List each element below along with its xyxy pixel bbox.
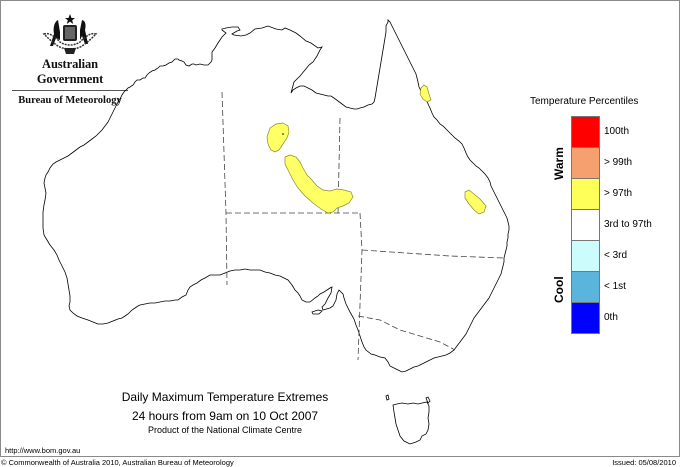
logo-divider bbox=[12, 90, 128, 91]
cool-label: Cool bbox=[552, 276, 566, 303]
legend-label-0th: 0th bbox=[604, 312, 618, 323]
extreme-areas bbox=[266, 84, 487, 215]
legend-swatch-100th bbox=[571, 116, 600, 148]
legend-label-normal: 3rd to 97th bbox=[604, 219, 652, 230]
legend-swatch-3rd bbox=[571, 240, 600, 272]
coat-of-arms-icon bbox=[42, 14, 98, 54]
legend-label-3rd: < 3rd bbox=[604, 250, 628, 261]
map-subtitle-date: 24 hours from 9am on 10 Oct 2007 bbox=[131, 409, 319, 423]
state-borders bbox=[221, 91, 505, 361]
area-qld-central bbox=[464, 189, 487, 215]
legend-swatch-97th bbox=[571, 178, 600, 210]
map-frame bbox=[0, 0, 680, 457]
tasmania-coastline bbox=[392, 401, 430, 445]
kangaroo-island bbox=[311, 309, 323, 315]
map-title: Daily Maximum Temperature Extremes bbox=[121, 390, 329, 404]
issued-date: Issued: 05/08/2010 bbox=[612, 458, 676, 467]
legend-swatch-normal bbox=[571, 209, 600, 241]
mainland-coastline bbox=[42, 19, 510, 373]
area-nt-south bbox=[284, 154, 354, 214]
bom-logo: Australian Government Bureau of Meteorol… bbox=[10, 12, 130, 106]
legend-swatch-0th bbox=[571, 302, 600, 334]
king-island bbox=[385, 394, 390, 401]
bom-url-link[interactable]: http://www.bom.gov.au bbox=[5, 446, 81, 455]
area-qld-north bbox=[419, 84, 432, 103]
bureau-name: Bureau of Meteorology bbox=[18, 95, 122, 106]
legend-label-99th: > 99th bbox=[604, 157, 633, 168]
warm-label: Warm bbox=[552, 147, 566, 180]
legend-swatch-1st bbox=[571, 271, 600, 303]
government-name: Australian Government bbox=[36, 57, 104, 86]
area-nt-north bbox=[266, 122, 290, 153]
legend-swatch-99th bbox=[571, 147, 600, 179]
legend-label-100th: 100th bbox=[604, 126, 630, 137]
flinders-island bbox=[425, 396, 431, 404]
legend-label-97th: > 97th bbox=[604, 188, 633, 199]
legend-title: Temperature Percentiles bbox=[530, 96, 639, 107]
legend-label-1st: < 1st bbox=[604, 281, 626, 292]
copyright-notice: © Commonwealth of Australia 2010, Austra… bbox=[1, 458, 234, 467]
map-product-credit: Product of the National Climate Centre bbox=[147, 425, 303, 435]
